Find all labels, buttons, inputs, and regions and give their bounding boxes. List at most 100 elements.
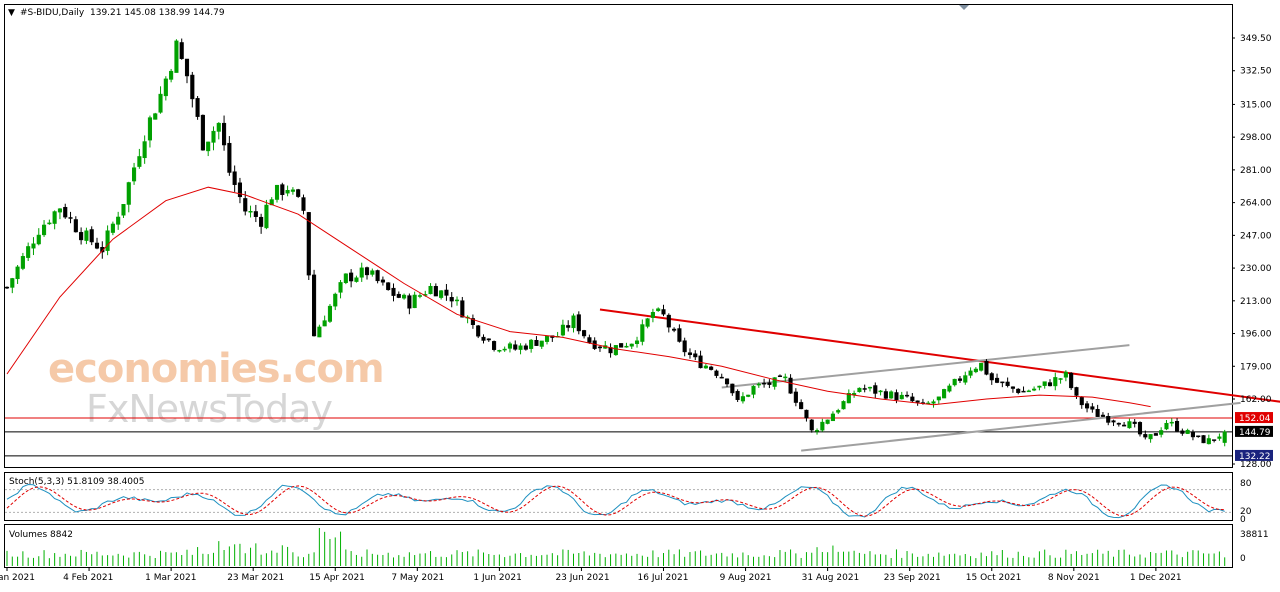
candle-body [836,410,841,413]
candle-body [687,352,693,355]
candle-body [354,277,359,282]
candle-body [1143,434,1148,438]
x-tick-label: 4 Feb 2021 [63,573,113,583]
volume-tick-max: 38811 [1240,530,1269,540]
candle-body [645,318,650,327]
candle-body [534,340,539,346]
candle-body [857,387,862,392]
volume-tick-zero: 0 [1240,554,1246,564]
candle-body [1085,403,1090,409]
candle-body [560,324,565,336]
candle-body [1169,421,1174,424]
candle-body [746,394,751,397]
stoch-tick-20: 20 [1240,507,1252,517]
candle-body [931,401,936,404]
stoch-tick-0: 0 [1240,515,1246,525]
candle-body [322,320,327,327]
current-price-text: 144.79 [1239,428,1271,438]
candle-body [539,340,544,347]
candle-body [285,190,290,194]
channel-line-1 [801,401,1241,452]
candle-body [94,242,100,249]
candle-body [1132,421,1137,424]
candle-body [677,328,682,342]
candle-body [989,373,994,381]
candle-body [476,325,481,337]
candle-body [290,189,295,192]
candle-body [4,286,10,289]
descending-trendline [599,308,1280,403]
shift-marker-icon[interactable] [959,5,969,10]
candle-body [529,339,534,349]
candle-body [904,394,910,397]
candle-body [216,122,221,132]
volume-pane-frame [4,524,1233,568]
candle-body [1116,422,1121,425]
candle-body [799,402,804,410]
x-tick-label: 15 Oct 2021 [966,573,1022,583]
candle-body [396,293,401,298]
candle-body [280,184,285,195]
symbol-label: #S-BIDU,Daily [20,8,85,18]
candle-body [1212,439,1217,441]
chart-menu-icon[interactable]: ▼ [8,8,15,18]
candle-body [862,388,867,390]
candle-body [248,211,253,213]
volumes-label: Volumes 8842 [9,530,73,540]
candle-body [1047,382,1053,387]
stoch-tick-80: 80 [1240,479,1252,489]
candle-body [666,314,671,328]
candle-body [1100,414,1105,417]
candle-body [407,295,412,309]
main-pane-frame [4,4,1233,468]
y-tick-label: 247.00 [1240,231,1272,241]
candle-body [153,113,158,120]
candle-body [968,370,973,376]
candle-body [1175,420,1180,432]
y-tick-label: 315.00 [1240,100,1272,110]
candle-body [825,419,830,424]
candle-body [973,368,978,373]
candle-body [301,197,306,211]
candle-body [15,266,20,280]
candle-body [544,335,550,342]
candle-body [1164,422,1169,430]
candle-body [1032,388,1037,391]
candle-body [820,421,825,431]
candle-body [1090,406,1095,410]
candle-body [359,267,364,278]
x-tick-label: 31 Aug 2021 [802,573,860,583]
x-tick-label: 16 Jul 2021 [638,573,689,583]
candle-body [814,430,820,432]
candle-body [264,204,269,229]
candle-body [1217,436,1222,439]
candle-body [751,385,756,395]
candle-body [343,273,348,284]
candle-body [867,386,873,389]
candle-body [417,295,423,297]
candle-body [317,326,322,338]
candle-body [783,376,788,379]
candle-body [1063,371,1068,378]
candle-body [682,340,687,353]
candle-body [338,282,343,293]
candle-body [899,394,904,400]
current-price-badge: 144.79 [1235,425,1273,438]
candle-body [364,267,370,276]
candle-body [36,234,41,245]
candle-body [190,74,195,100]
candle-body [709,366,714,370]
watermark-economies: economies.com [48,346,384,392]
candle-body [910,396,915,402]
candle-body [222,122,227,146]
candle-body [227,142,232,173]
y-tick-label: 332.50 [1240,67,1272,77]
stoch-pane-frame [4,472,1233,521]
x-tick-label: 1 Mar 2021 [145,573,196,583]
candle-body [200,114,205,151]
candle-body [809,419,814,431]
y-tick-label: 213.00 [1240,297,1272,307]
y-tick-label: 230.00 [1240,264,1272,274]
candle-body [1095,408,1100,417]
